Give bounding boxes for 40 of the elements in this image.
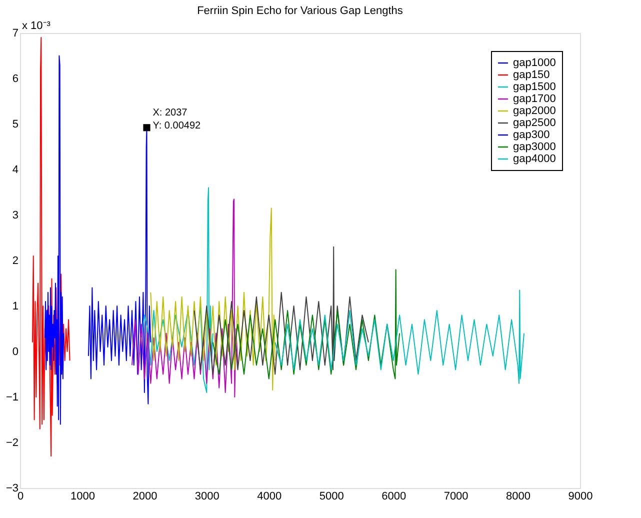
- x-tick-label: 8000: [506, 490, 531, 502]
- x-tick-label: 5000: [319, 490, 344, 502]
- x-tick-label: 1000: [70, 490, 95, 502]
- y-tick-label: 0: [12, 346, 18, 358]
- x-tick-label: 4000: [257, 490, 282, 502]
- x-tick-label: 2000: [132, 490, 158, 502]
- y-tick-label: −3: [6, 482, 18, 494]
- y-tick-label: 3: [12, 210, 18, 222]
- annotation: X: 2037 Y: 0.00492: [152, 108, 202, 132]
- legend-label: gap3000: [513, 141, 556, 153]
- y-tick-label: 1: [12, 300, 18, 312]
- line-series: [194, 246, 369, 375]
- legend-label: gap1700: [513, 93, 556, 105]
- line-series: [140, 187, 214, 393]
- legend-label: gap2500: [513, 117, 556, 129]
- legend-label: gap300: [513, 129, 550, 141]
- y-tick-label: 7: [12, 28, 18, 40]
- y-tick-label: −1: [6, 392, 18, 404]
- line-series: [132, 198, 238, 398]
- y-tick-label: 5: [12, 118, 18, 130]
- line-series: [32, 37, 70, 457]
- y-tick-label: 6: [12, 73, 18, 85]
- y-tick-label: 4: [12, 164, 18, 176]
- line-series: [212, 269, 400, 380]
- x-tick-label: 9000: [568, 490, 593, 502]
- y-tick-label: 2: [12, 255, 18, 267]
- legend-label: gap4000: [513, 153, 556, 165]
- line-series: [274, 290, 524, 384]
- legend-label: gap1500: [513, 81, 556, 93]
- x-tick-label: 3000: [194, 490, 220, 502]
- text: x 10⁻³: [22, 20, 51, 32]
- legend-label: gap2000: [513, 105, 556, 117]
- line-series: [44, 55, 64, 425]
- line-series: [150, 208, 276, 391]
- x-tick-label: 7000: [444, 490, 468, 502]
- chart-title: Ferriin Spin Echo for Various Gap Lengths: [197, 5, 404, 17]
- x-tick-label: 6000: [382, 490, 406, 502]
- legend-label: gap1000: [513, 57, 556, 69]
- legend-label: gap150: [513, 69, 550, 81]
- y-tick-label: −2: [6, 437, 18, 449]
